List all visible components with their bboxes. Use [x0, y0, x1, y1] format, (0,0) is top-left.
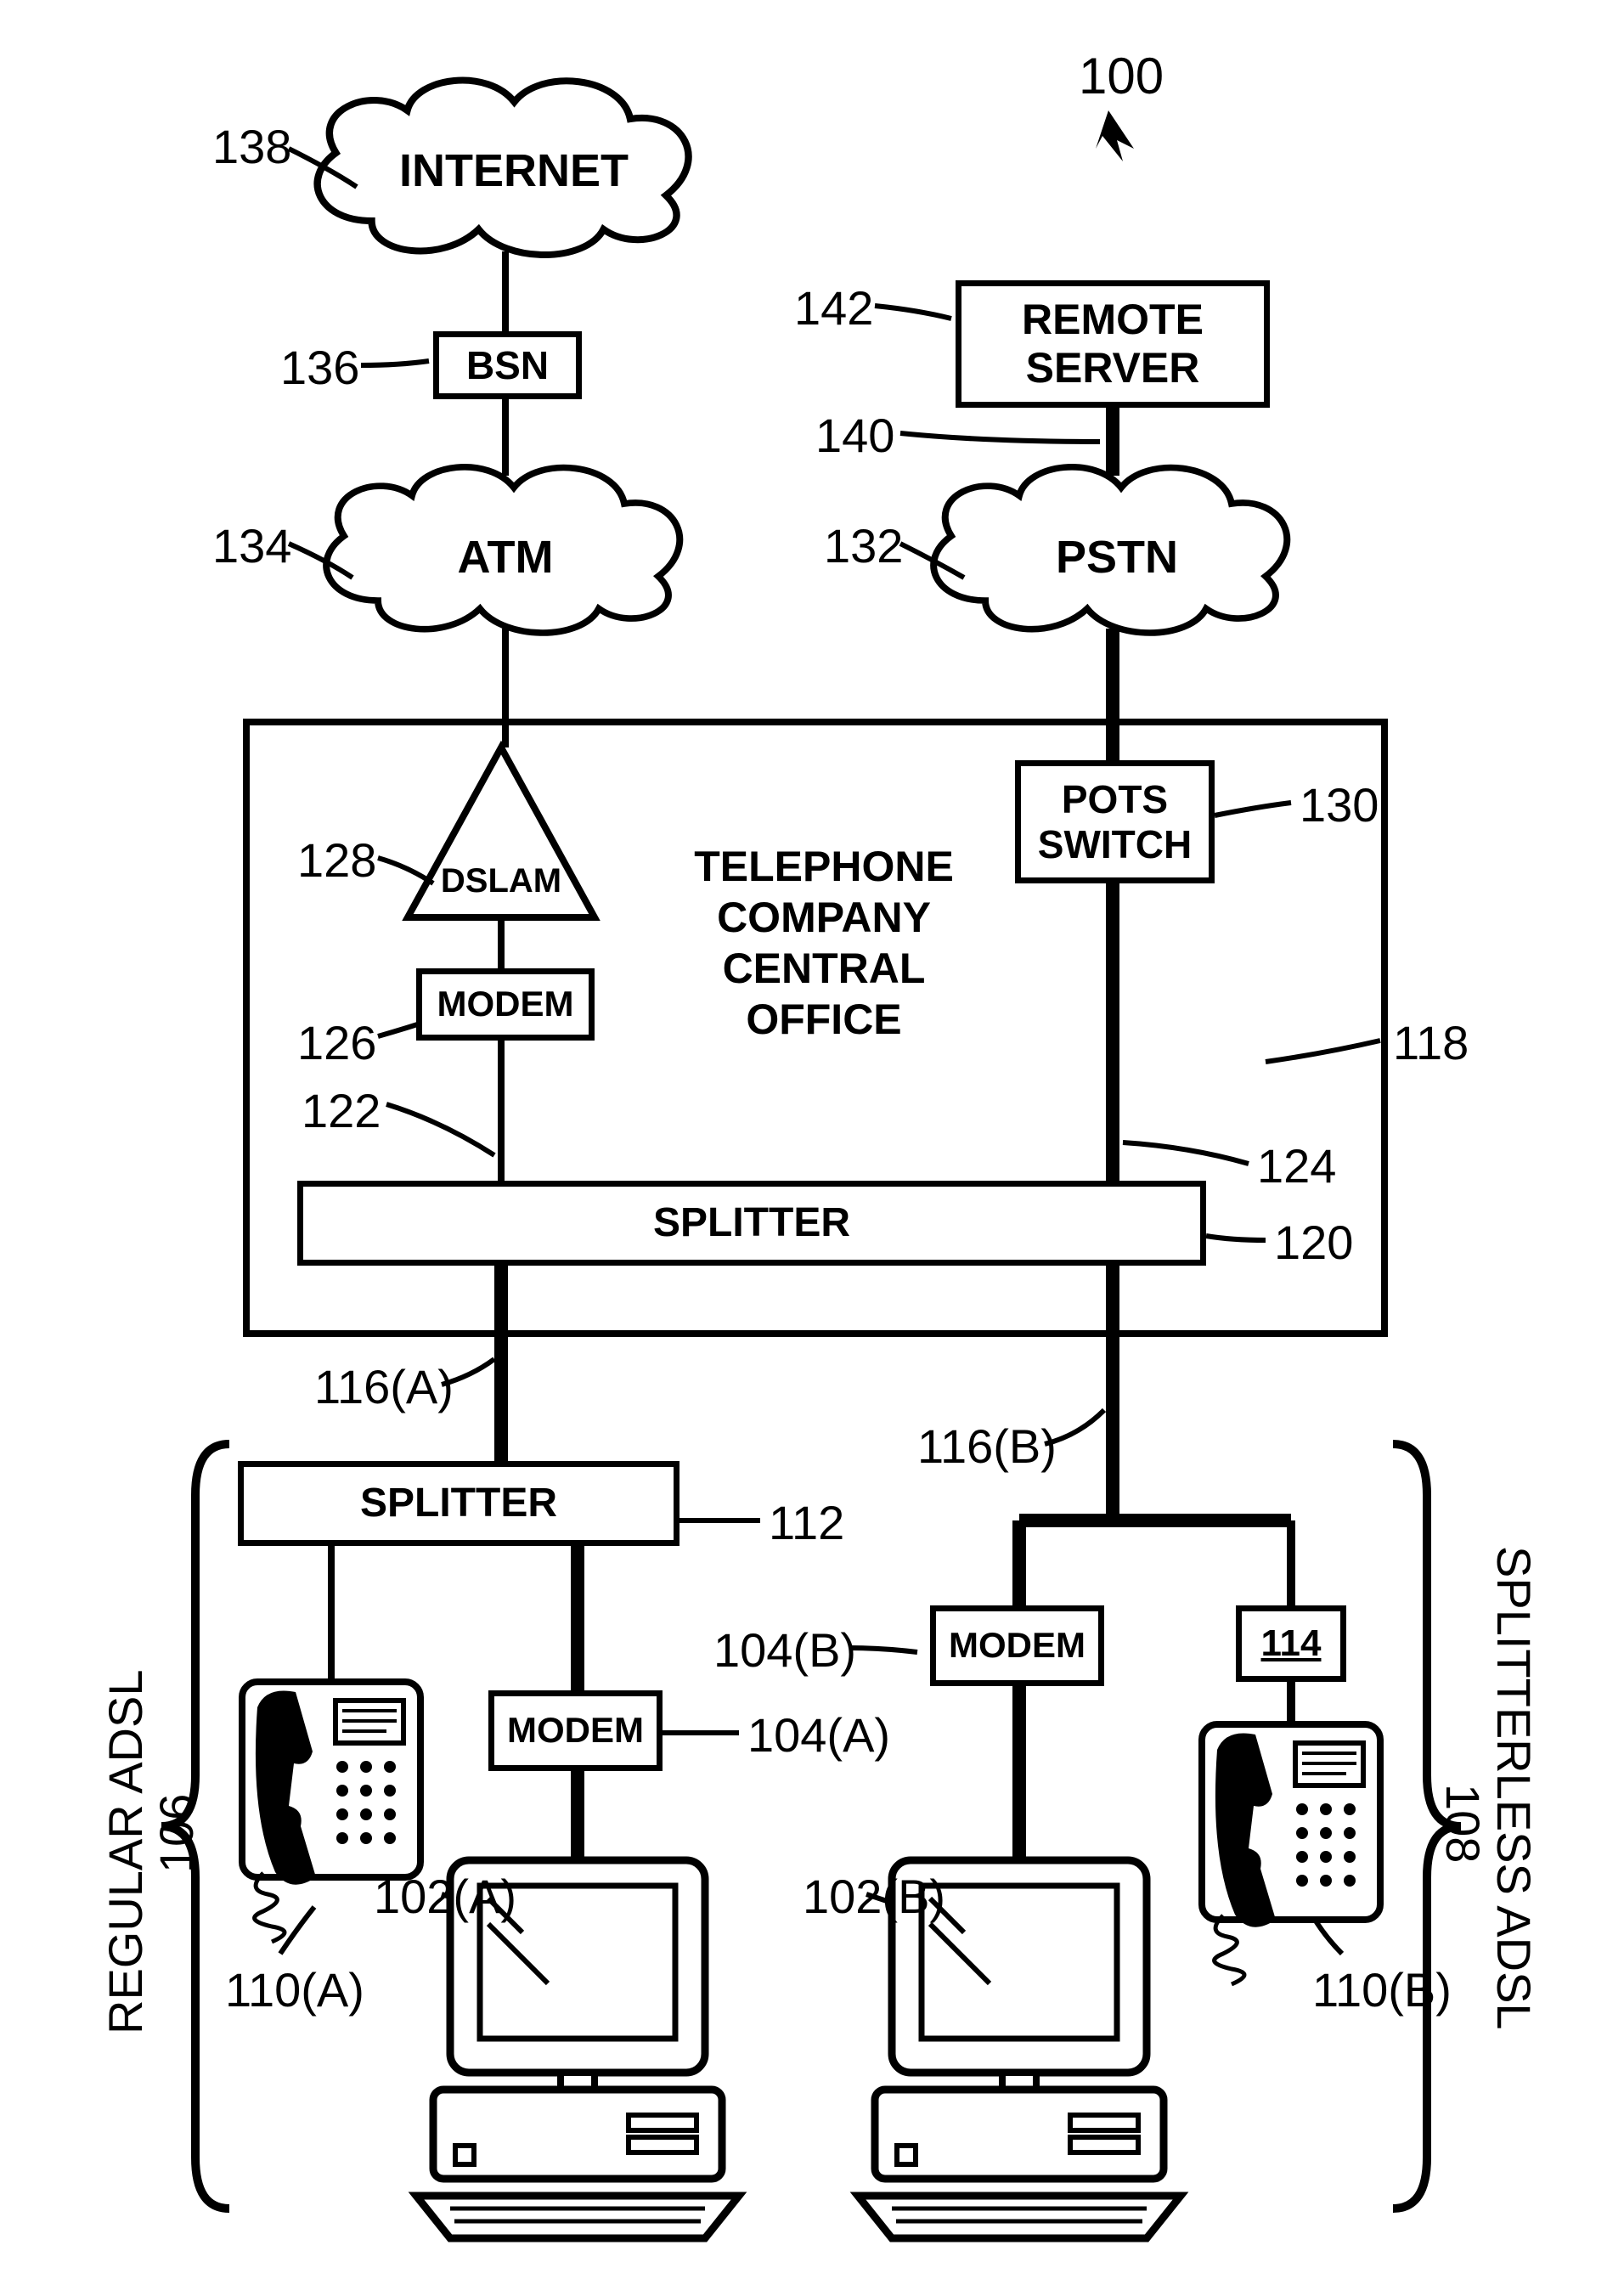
modem-a-box: MODEM [488, 1690, 663, 1771]
remote-server-box: REMOTE SERVER [956, 280, 1270, 408]
ref-122: 122 [302, 1083, 381, 1138]
ref-112: 112 [769, 1495, 844, 1550]
filter-114-box: 114 [1236, 1605, 1346, 1682]
cloud-internet-label: INTERNET [399, 144, 612, 197]
svg-overlay [0, 0, 1624, 2296]
bsn-box: BSN [433, 331, 582, 399]
ref-140: 140 [815, 408, 894, 463]
ref-138: 138 [212, 119, 291, 174]
dslam-label: DSLAM [437, 862, 565, 900]
cloud-pstn-label: PSTN [1045, 531, 1189, 584]
phone-b-icon [1202, 1724, 1380, 1984]
left-side-label-2: 106 [149, 1794, 204, 1873]
ref-130: 130 [1300, 777, 1379, 832]
right-side-label-1: SPLITTERLESS ADSL [1486, 1546, 1542, 2030]
central-office-label: TELEPHONE COMPANY CENTRAL OFFICE [646, 841, 1002, 1045]
ref-142: 142 [794, 280, 873, 336]
right-side-label-2: 108 [1435, 1784, 1491, 1863]
ref-104a: 104(A) [747, 1707, 890, 1763]
modem-b-box: MODEM [930, 1605, 1104, 1686]
home-splitter-box: SPLITTER [238, 1461, 679, 1546]
ref-136: 136 [280, 340, 359, 395]
ref-102a: 102(A) [374, 1869, 516, 1924]
ref-100: 100 [1079, 47, 1164, 105]
ref-110b: 110(B) [1312, 1962, 1452, 2017]
ref-128: 128 [297, 832, 376, 888]
ref-124: 124 [1257, 1138, 1336, 1193]
ref-116b: 116(B) [917, 1419, 1057, 1474]
co-modem-box: MODEM [416, 968, 595, 1041]
co-splitter-box: SPLITTER [297, 1181, 1206, 1266]
ref-110a: 110(A) [225, 1962, 364, 2017]
left-side-label-1: REGULAR ADSL [98, 1670, 153, 2035]
ref-116a: 116(A) [314, 1359, 454, 1414]
diagram-stage: 100 INTERNET ATM PSTN 138 134 132 BSN 13… [0, 0, 1624, 2296]
ref-134: 134 [212, 518, 291, 573]
ref-132: 132 [824, 518, 903, 573]
pots-switch-box: POTS SWITCH [1015, 760, 1215, 883]
ref-126: 126 [297, 1015, 376, 1070]
ref-118: 118 [1393, 1015, 1469, 1070]
ref-104b: 104(B) [713, 1622, 856, 1678]
cloud-atm-label: ATM [450, 531, 561, 584]
ref-102b: 102(B) [803, 1869, 945, 1924]
ref-120: 120 [1274, 1215, 1353, 1270]
